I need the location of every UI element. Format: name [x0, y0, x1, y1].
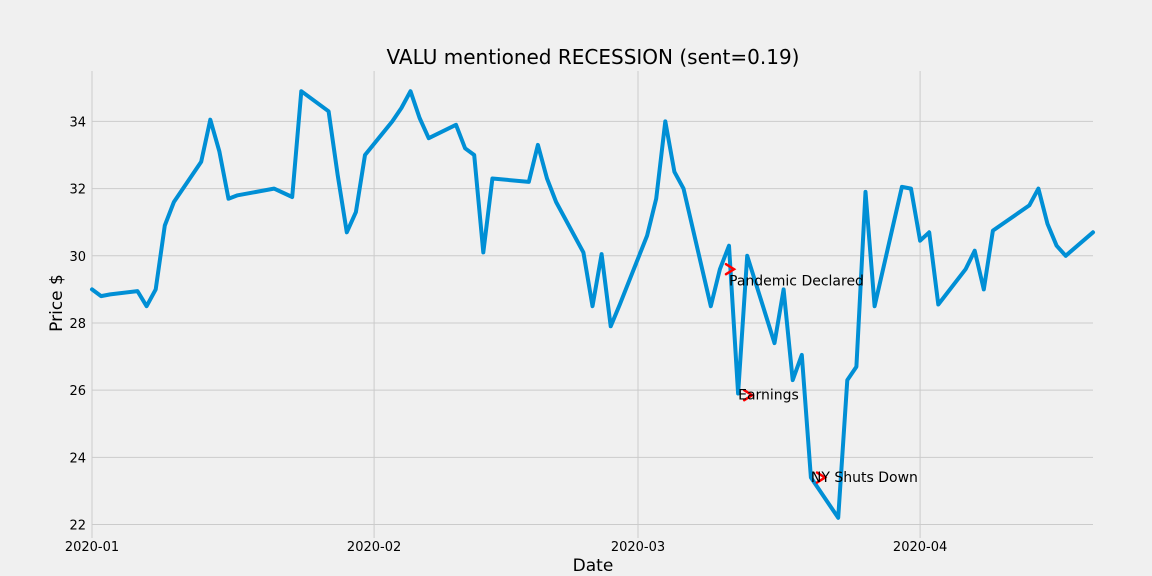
- x-tick-label: 2020-02: [347, 540, 401, 555]
- annotations: Pandemic Declared Earnings NY Shuts Down: [724, 262, 918, 486]
- y-tick-label: 22: [69, 519, 86, 534]
- x-tick-label: 2020-01: [65, 540, 119, 555]
- y-tick-label: 32: [69, 183, 86, 198]
- price-series-line: [90, 89, 1095, 520]
- y-tick-label: 34: [69, 115, 86, 130]
- x-axis-label: Date: [573, 556, 614, 576]
- x-tick-label: 2020-03: [611, 540, 665, 555]
- tick-labels: 22 24 26 28 30 32 34 2020-01 2020-02 2020-03 2020-…: [65, 115, 947, 555]
- series-lines: [90, 89, 1095, 520]
- annotation-label: NY Shuts Down: [811, 470, 918, 486]
- chart-title: VALU mentioned RECESSION (sent=0.19): [387, 45, 800, 69]
- y-axis-label: Price $: [47, 274, 67, 332]
- annotation-label: Earnings: [738, 388, 799, 404]
- annotation-arrow: [815, 471, 828, 484]
- y-tick-label: 24: [69, 451, 86, 466]
- y-tick-label: 30: [69, 250, 86, 265]
- y-tick-label: 28: [69, 317, 86, 332]
- x-tick-label: 2020-04: [893, 540, 947, 555]
- annotation-arrow: [742, 388, 755, 402]
- annotation-arrow: [724, 262, 737, 276]
- y-tick-label: 26: [69, 384, 86, 399]
- grid: [91, 71, 1093, 538]
- annotation-label: Pandemic Declared: [729, 273, 864, 289]
